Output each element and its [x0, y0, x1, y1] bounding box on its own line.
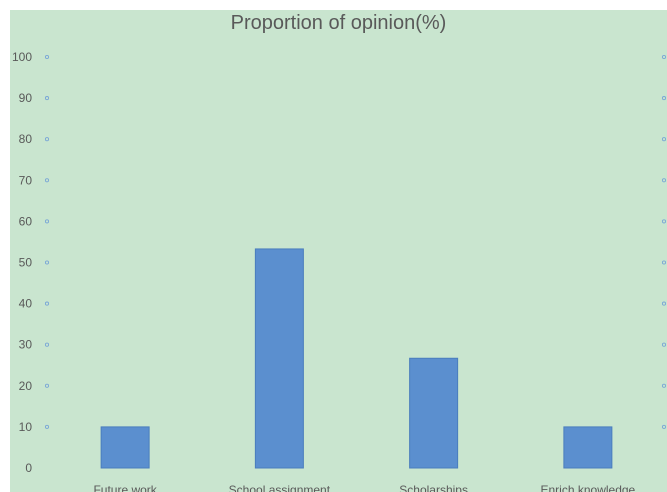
grid-marker-left	[44, 219, 50, 224]
grid-marker-left	[44, 260, 50, 265]
y-tick-label: 60	[19, 214, 33, 228]
y-tick-label: 20	[19, 379, 33, 393]
y-tick-label: 70	[19, 173, 33, 187]
grid-marker-right	[661, 219, 667, 224]
x-tick-label: Future work	[93, 483, 157, 492]
grid-marker-left	[44, 178, 50, 183]
grid-marker-right	[661, 342, 667, 347]
grid-marker-left	[44, 54, 50, 60]
bar	[100, 426, 150, 469]
chart-title: Proportion of opinion(%)	[230, 12, 447, 34]
x-tick-label: School assignment	[229, 483, 331, 492]
bar	[563, 426, 613, 469]
grid-marker-right	[661, 54, 667, 60]
plot-svg: 0 10 20 30 40 50 60 70 80 90 100 Future work School …	[12, 50, 667, 492]
grid-marker-right	[661, 260, 667, 265]
grid-marker-right	[661, 178, 667, 183]
grid-marker-right	[661, 383, 667, 388]
grid-marker-left	[44, 137, 50, 142]
y-tick-label: 40	[19, 297, 33, 311]
grid-marker-left	[44, 424, 50, 429]
grid-marker-right	[661, 424, 667, 429]
x-tick-label: Enrich knowledge	[541, 483, 636, 492]
grid-marker-left	[44, 301, 50, 306]
grid-marker-left	[44, 383, 50, 388]
y-tick-label: 10	[19, 420, 33, 434]
y-tick-label: 50	[19, 256, 33, 270]
y-tick-label: 90	[19, 91, 33, 105]
bar	[409, 357, 459, 469]
grid-marker-right	[661, 301, 667, 306]
x-tick-label: Scholarships	[399, 483, 468, 492]
grid-marker-right	[661, 137, 667, 142]
y-tick-label: 0	[25, 461, 32, 475]
grid-marker-left	[44, 96, 50, 101]
grid-marker-right	[661, 96, 667, 101]
bar	[254, 248, 304, 469]
y-tick-label: 30	[19, 338, 33, 352]
grid-marker-left	[44, 342, 50, 347]
y-tick-label: 80	[19, 132, 33, 146]
y-tick-label: 100	[12, 50, 32, 64]
chart-area: Proportion of opinion(%) 0 10 20 30 40 50 60 70…	[10, 10, 667, 492]
